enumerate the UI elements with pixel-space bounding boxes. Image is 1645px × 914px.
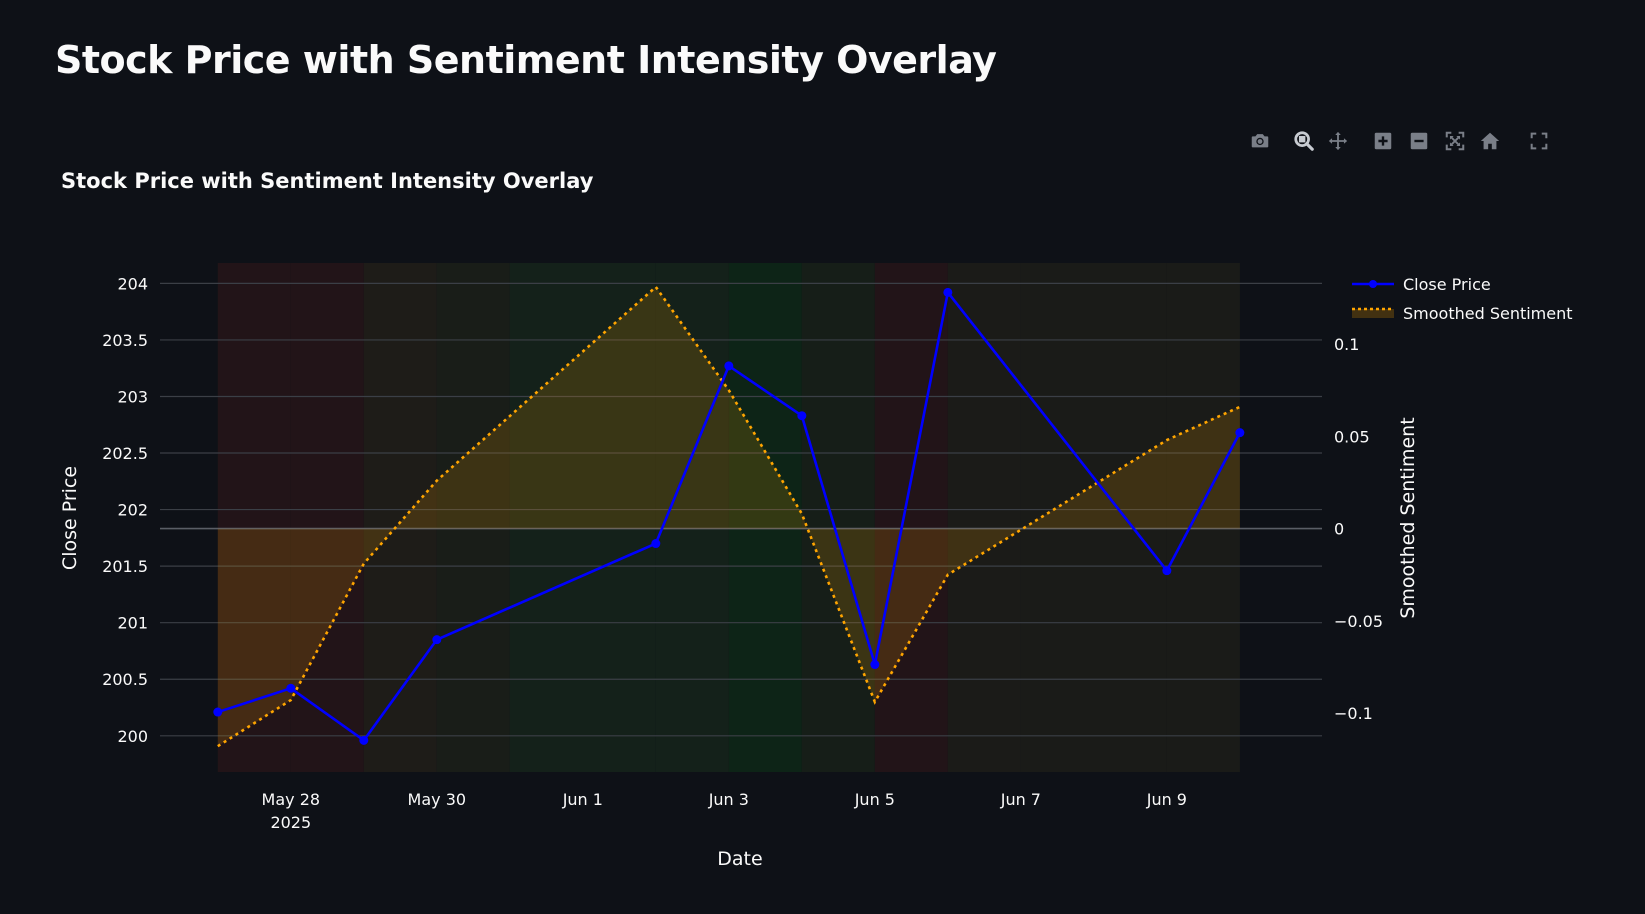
x-axis-title: Date (717, 848, 762, 870)
y-axis-ticks: 200 200.5 201 201.5 202 202.5 203 203.5 204 (102, 274, 148, 745)
x-tick-label: Jun 9 (1146, 790, 1187, 809)
x-tick-label: Jun 5 (854, 790, 895, 809)
y-tick-label: 203 (117, 387, 148, 406)
y2-axis-title: Smoothed Sentiment (1397, 417, 1419, 618)
y2-tick-label: 0.05 (1334, 427, 1370, 446)
close-price-point (213, 708, 222, 717)
y2-tick-label: 0.1 (1334, 335, 1359, 354)
y-axis-title: Close Price (59, 466, 81, 570)
legend-item-close-price[interactable]: Close Price (1352, 275, 1491, 294)
x-tick-year-label: 2025 (270, 813, 311, 832)
y-tick-label: 201.5 (102, 557, 148, 576)
legend[interactable]: Close Price Smoothed Sentiment (1352, 275, 1573, 323)
close-price-point (870, 660, 879, 669)
y-tick-label: 200 (117, 727, 148, 746)
close-price-point (1235, 428, 1244, 437)
legend-item-smoothed-sentiment[interactable]: Smoothed Sentiment (1352, 304, 1573, 323)
x-tick-label: May 28 (262, 790, 321, 809)
y2-tick-label: −0.1 (1334, 704, 1373, 723)
y-tick-label: 201 (117, 614, 148, 633)
chart-title: Stock Price with Sentiment Intensity Ove… (61, 169, 594, 193)
legend-label-close-price: Close Price (1403, 275, 1491, 294)
close-price-point (943, 288, 952, 297)
close-price-point (651, 539, 660, 548)
close-price-point (797, 411, 806, 420)
x-tick-label: May 30 (408, 790, 467, 809)
x-tick-label: Jun 7 (1000, 790, 1041, 809)
legend-label-smoothed-sentiment: Smoothed Sentiment (1403, 304, 1573, 323)
y2-tick-label: 0 (1334, 520, 1344, 539)
close-price-point (1162, 566, 1171, 575)
y2-axis-ticks: −0.1 −0.05 0 0.05 0.1 (1334, 335, 1383, 723)
close-price-point (724, 361, 733, 370)
y2-tick-label: −0.05 (1334, 612, 1383, 631)
x-tick-label: Jun 1 (562, 790, 603, 809)
y-tick-label: 200.5 (102, 670, 148, 689)
x-tick-label: Jun 3 (708, 790, 749, 809)
y-tick-label: 203.5 (102, 331, 148, 350)
close-price-point (359, 736, 368, 745)
y-tick-label: 204 (117, 274, 148, 293)
y-tick-label: 202.5 (102, 444, 148, 463)
y-tick-label: 202 (117, 501, 148, 520)
x-axis-ticks: May 28 2025 May 30 Jun 1 Jun 3 Jun 5 Jun 7 Jun … (262, 790, 1187, 832)
close-price-point (432, 635, 441, 644)
close-price-point (286, 684, 295, 693)
